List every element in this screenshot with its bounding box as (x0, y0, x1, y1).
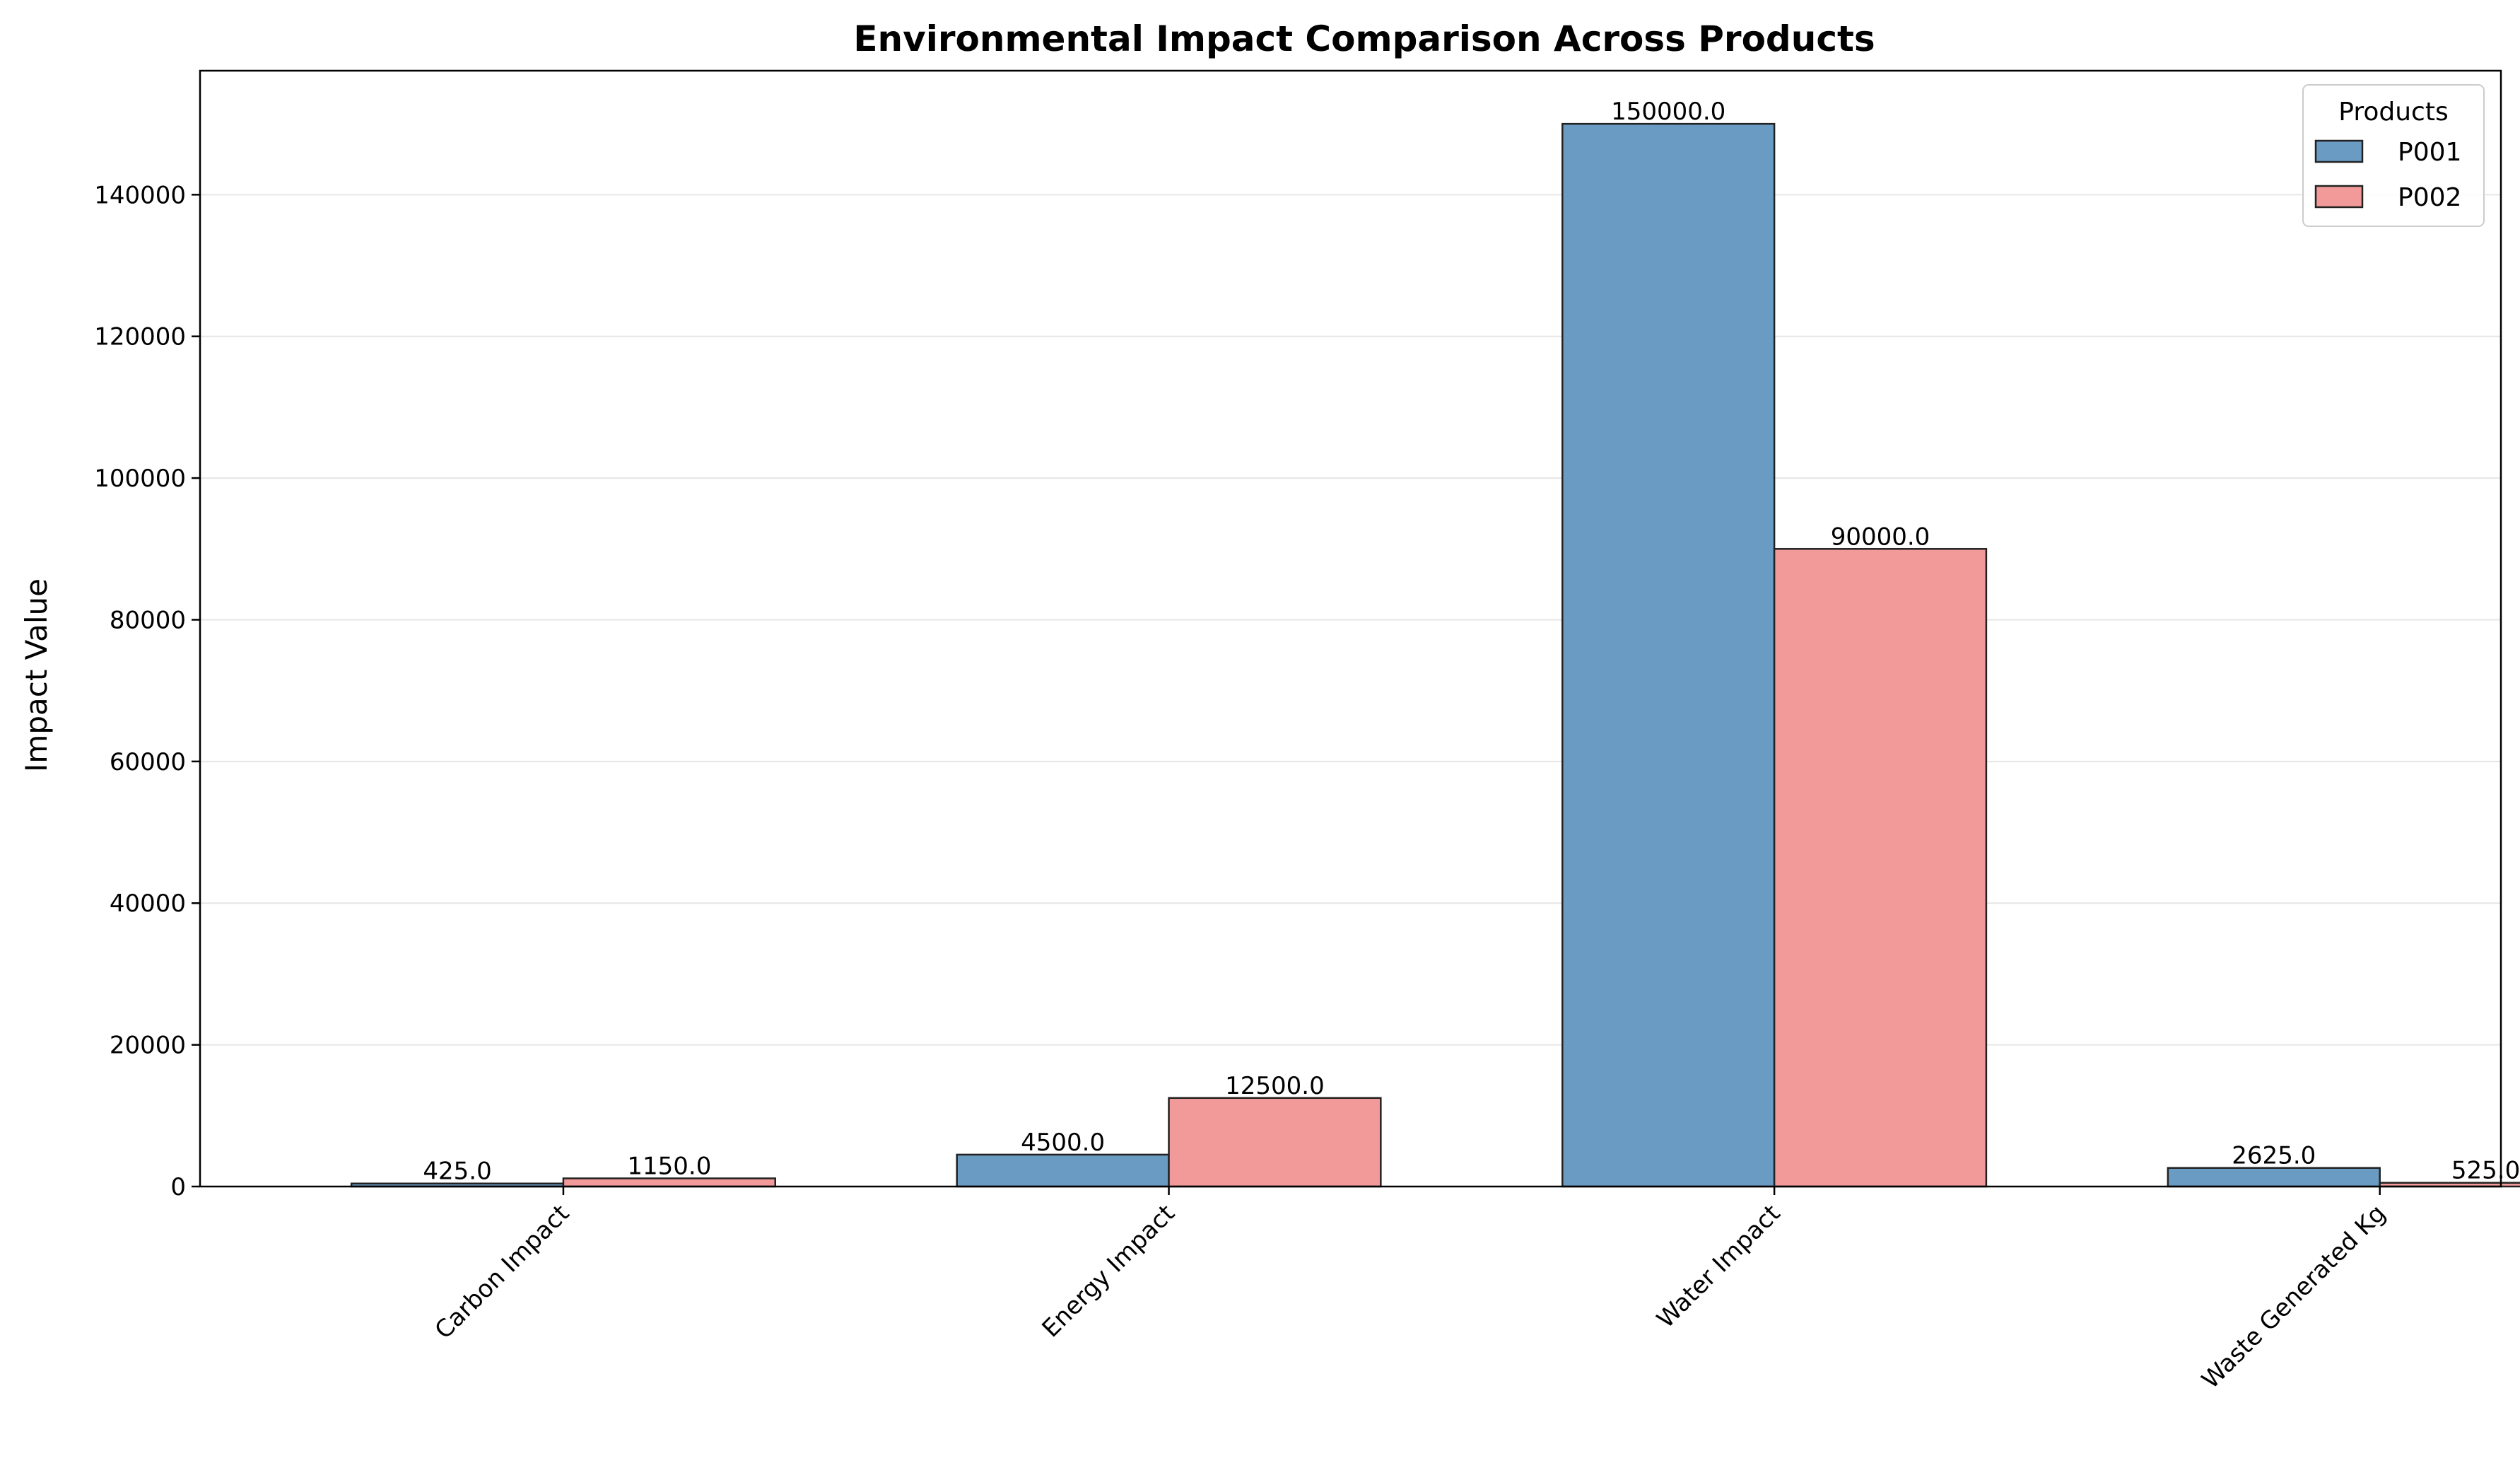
y-tick-label-3: 60000 (110, 748, 186, 776)
y-axis: 0 20000 40000 60000 80000 100000 120000 140000 (94, 181, 200, 1201)
legend-swatch-p002 (2314, 185, 2364, 209)
data-label-p002-1: 12500.0 (1225, 1072, 1325, 1100)
chart-title: Environmental Impact Comparison Across P… (853, 18, 1875, 59)
data-label-p001-1: 4500.0 (1021, 1129, 1105, 1157)
legend-title: Products (2338, 98, 2448, 127)
y-tick-label-1: 20000 (110, 1032, 186, 1060)
bar-p001-2 (1561, 122, 1776, 1188)
legend-entry-p002: P002 (2398, 183, 2461, 212)
grid-lines (200, 194, 2501, 1187)
legend-entry-p001: P001 (2398, 138, 2461, 167)
y-tick-label-2: 40000 (110, 890, 186, 918)
data-label-p001-2: 150000.0 (1611, 98, 1725, 126)
bar-p002-2 (1773, 548, 1988, 1188)
legend: Products P001 P002 (2302, 84, 2485, 227)
data-labels: 425.0 1150.0 4500.0 12500.0 150000.0 90000.0 2… (423, 98, 2520, 1186)
y-tick-label-6: 120000 (94, 323, 186, 351)
bar-p001-1 (956, 1153, 1170, 1188)
y-tick-label-0: 0 (170, 1173, 186, 1201)
plot-frame (199, 69, 2502, 1188)
bars (350, 122, 2520, 1188)
legend-swatch-p001 (2314, 139, 2364, 163)
bar-p002-1 (1168, 1097, 1382, 1188)
y-axis-label: Impact Value (19, 578, 54, 772)
data-label-p002-2: 90000.0 (1831, 523, 1930, 551)
data-label-p001-0: 425.0 (423, 1158, 491, 1186)
y-tick-label-4: 80000 (110, 606, 186, 634)
data-label-p001-3: 2625.0 (2232, 1142, 2316, 1170)
data-label-p002-0: 1150.0 (627, 1152, 711, 1180)
data-label-p002-3: 525.0 (2451, 1157, 2520, 1185)
bar-p001-3 (2167, 1167, 2381, 1188)
y-tick-label-7: 140000 (94, 181, 186, 209)
y-tick-label-5: 100000 (94, 465, 186, 493)
